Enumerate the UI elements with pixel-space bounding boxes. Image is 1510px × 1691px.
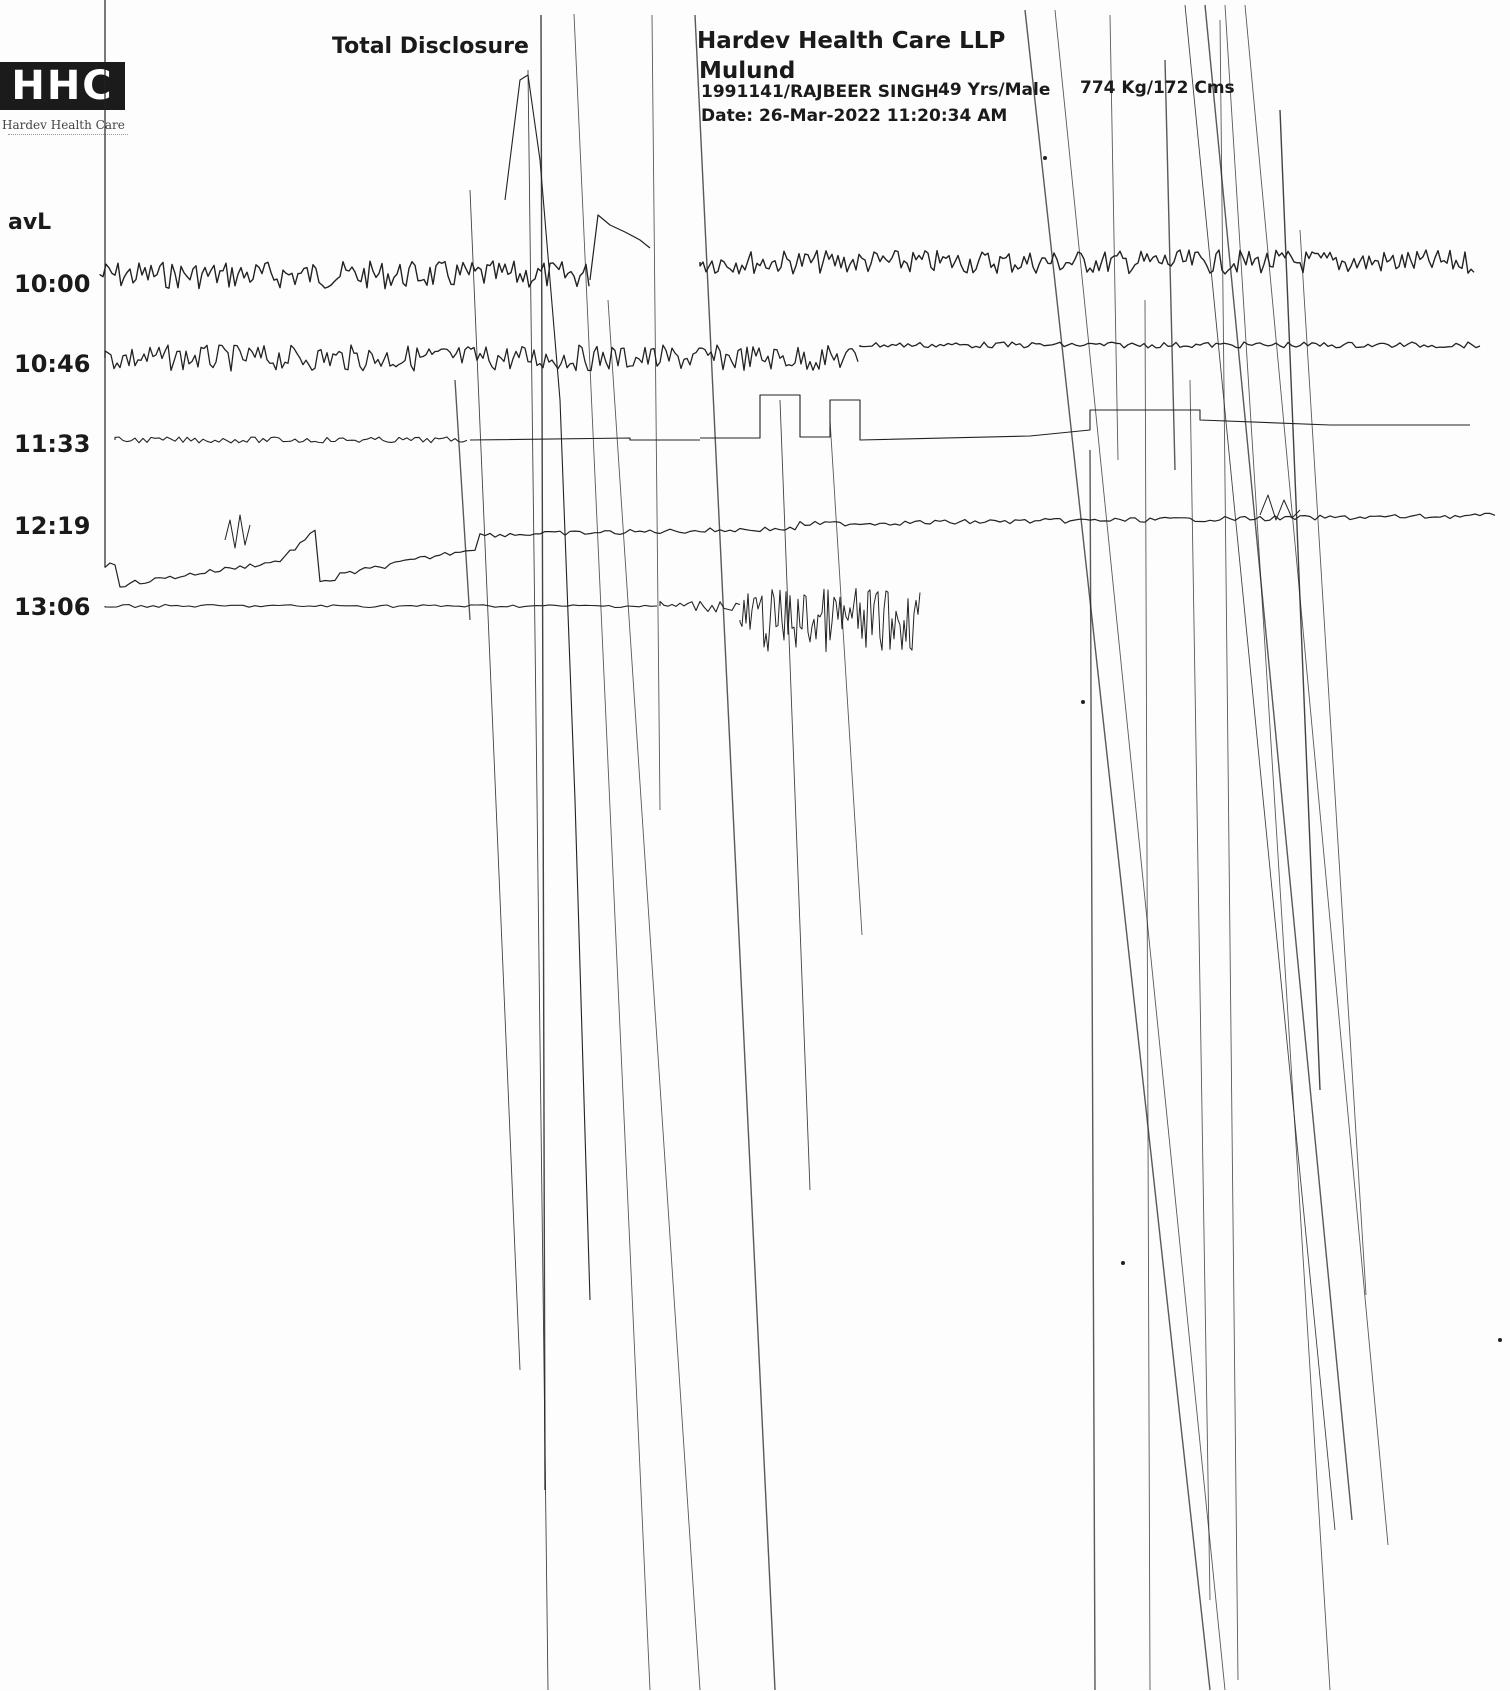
trace-strip-4 — [104, 0, 1496, 588]
artifact-line — [651, 14, 661, 811]
branch-name: Mulund — [699, 58, 796, 84]
patient-age-sex: 49 Yrs/Male — [938, 80, 1051, 100]
artifact-line — [1144, 299, 1151, 1691]
artifact-line — [540, 14, 546, 1491]
trace-strip-3 — [114, 436, 468, 444]
artifact-line — [469, 189, 521, 1371]
trace-strip-3-steps — [469, 394, 1470, 441]
logo-caption: Hardev Health Care — [2, 118, 125, 132]
artifact-line — [1184, 4, 1336, 1531]
artifact-line — [1244, 4, 1389, 1546]
patient-id-name: 1991141/RAJBEER SINGH — [701, 82, 939, 102]
report-title: Total Disclosure — [332, 34, 529, 59]
company-name: Hardev Health Care LLP — [697, 28, 1006, 54]
strip-time-label: 12:19 — [14, 512, 91, 540]
trace-strip-5 — [104, 603, 658, 609]
strip-time-label: 11:33 — [14, 430, 91, 458]
strip-time-label: 10:46 — [14, 350, 91, 378]
artifact-peak — [504, 74, 591, 1301]
trace-strip-1 — [99, 260, 590, 290]
print-dot — [1498, 1338, 1502, 1342]
print-dot — [1121, 1261, 1125, 1265]
artifact-line — [1219, 19, 1239, 1681]
strip-time-label: 10:00 — [14, 270, 91, 298]
artifact-line — [454, 379, 471, 621]
trace-strip-1 — [699, 249, 1475, 275]
logo-tagline-rule — [8, 134, 128, 139]
artifact-line — [694, 14, 776, 1691]
artifact-line — [1224, 4, 1331, 1691]
patient-weight-height: 774 Kg/172 Cms — [1080, 78, 1235, 98]
artifact-line — [1024, 9, 1211, 1691]
artifact-line — [779, 399, 811, 1191]
artifact-line — [1089, 449, 1096, 1691]
trace-strip-4-spikes — [1259, 494, 1301, 521]
artifact-line — [1189, 379, 1211, 1601]
artifact-line — [1164, 59, 1176, 471]
lead-label: avL — [8, 210, 52, 235]
artifact-line — [607, 299, 701, 1691]
trace-strip-2 — [859, 341, 1481, 349]
trace-strip-5-burst — [739, 588, 921, 653]
artifact-line — [1054, 9, 1226, 1691]
print-dot — [1043, 156, 1047, 160]
artifact-line — [1109, 14, 1119, 461]
artifact-line — [573, 13, 651, 1691]
strip-time-label: 13:06 — [14, 593, 91, 621]
logo-mark: HHC — [11, 63, 114, 109]
trace-strip-2 — [104, 344, 859, 372]
trace-strip-1-artifact — [589, 214, 651, 281]
artifact-line — [1299, 229, 1367, 1296]
artifact-line — [1279, 109, 1321, 1091]
print-dot — [1081, 700, 1085, 704]
artifact-line — [527, 69, 549, 1691]
trace-strip-5 — [659, 600, 741, 613]
hhc-logo: HHC — [0, 62, 125, 110]
trace-strip-4-spikes — [224, 514, 251, 549]
artifact-line — [829, 419, 863, 936]
artifact-line — [1204, 4, 1353, 1521]
report-date: Date: 26-Mar-2022 11:20:34 AM — [701, 106, 1008, 126]
